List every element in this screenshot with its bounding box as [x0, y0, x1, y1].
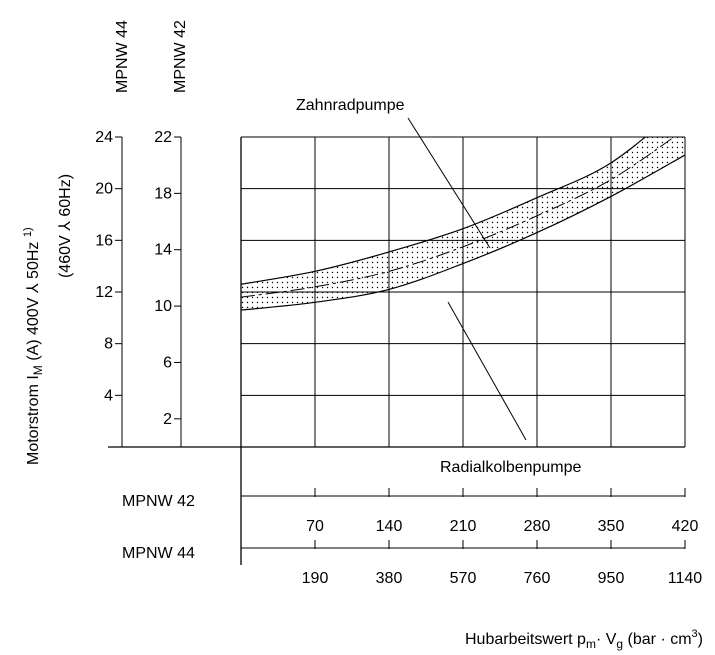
x-tick-label-mpnw44: 570 — [450, 570, 477, 587]
y-axis-title-text: Motorstrom I — [25, 375, 42, 465]
y-tick-label-mpnw44: 20 — [95, 181, 113, 198]
y-tick-label-mpnw44: 4 — [104, 387, 113, 404]
x-tick-label-mpnw42: 280 — [524, 518, 551, 535]
y-axis-title-sub: M — [31, 365, 45, 375]
x-tick-label-mpnw42: 420 — [672, 518, 699, 535]
y-axis-title-sup: 1) — [22, 227, 34, 237]
x-axis-title: Hubarbeitswert pm· Vg (bar · cm3) — [465, 628, 703, 651]
leader-radialkolbenpumpe — [447, 301, 527, 441]
x-axis-title-text: Hubarbeitswert p — [465, 631, 586, 648]
y-tick-label-mpnw44: 24 — [95, 129, 113, 146]
x-tick-label-mpnw44: 760 — [524, 570, 551, 587]
x-tick-label-mpnw42: 210 — [450, 518, 477, 535]
y-axis-title-line1: Motorstrom IM (A) 400V ⅄ 50Hz 1) — [22, 227, 45, 465]
series-zahnradpumpe — [241, 137, 647, 285]
y-axis-name-mpnw44: MPNW 44 — [114, 20, 131, 93]
band-area — [241, 137, 685, 311]
y-tick-label-mpnw42: 18 — [154, 185, 172, 202]
y-axis-title-line2: (460V ⅄ 60Hz) — [57, 174, 74, 278]
y-tick-label-mpnw42: 14 — [154, 242, 172, 259]
y-tick-label-mpnw42: 6 — [163, 354, 172, 371]
y-tick-label-mpnw44: 12 — [95, 284, 113, 301]
x-axis-title-sub-m: m — [586, 637, 596, 651]
label-zahnradpumpe: Zahnradpumpe — [296, 97, 405, 114]
y-tick-label-mpnw44: 8 — [104, 336, 113, 353]
x-axis-title-dot: · V — [596, 631, 617, 648]
center-line — [241, 137, 675, 298]
x-tick-label-mpnw42: 350 — [598, 518, 625, 535]
x-tick-label-mpnw44: 380 — [376, 570, 403, 587]
y-tick-label-mpnw42: 10 — [154, 298, 172, 315]
y-axis-title-rest: (A) 400V ⅄ 50Hz — [25, 237, 42, 365]
y-tick-label-mpnw44: 16 — [95, 232, 113, 249]
x-axis-title-sup: 3 — [692, 628, 698, 640]
leader-zahnradpumpe — [407, 117, 491, 249]
y-axis-name-mpnw42: MPNW 42 — [172, 20, 189, 93]
x-axis-title-close: ) — [698, 631, 703, 648]
x-axis-title-unit: (bar · cm — [623, 631, 691, 648]
x-axis-title-sub-g: g — [616, 637, 623, 651]
x-axis-name-mpnw44: MPNW 44 — [122, 545, 195, 562]
x-tick-label-mpnw44: 190 — [302, 570, 329, 587]
y-tick-label-mpnw42: 22 — [154, 129, 172, 146]
x-axis-name-mpnw42: MPNW 42 — [122, 493, 195, 510]
y-tick-label-mpnw42: 2 — [163, 411, 172, 428]
series-radialkolbenpumpe — [241, 154, 685, 311]
label-radialkolbenpumpe: Radialkolbenpumpe — [440, 459, 582, 476]
x-tick-label-mpnw44: 1140 — [668, 570, 703, 587]
x-tick-label-mpnw42: 140 — [376, 518, 403, 535]
x-tick-label-mpnw44: 950 — [598, 570, 625, 587]
x-tick-label-mpnw42: 70 — [306, 518, 324, 535]
